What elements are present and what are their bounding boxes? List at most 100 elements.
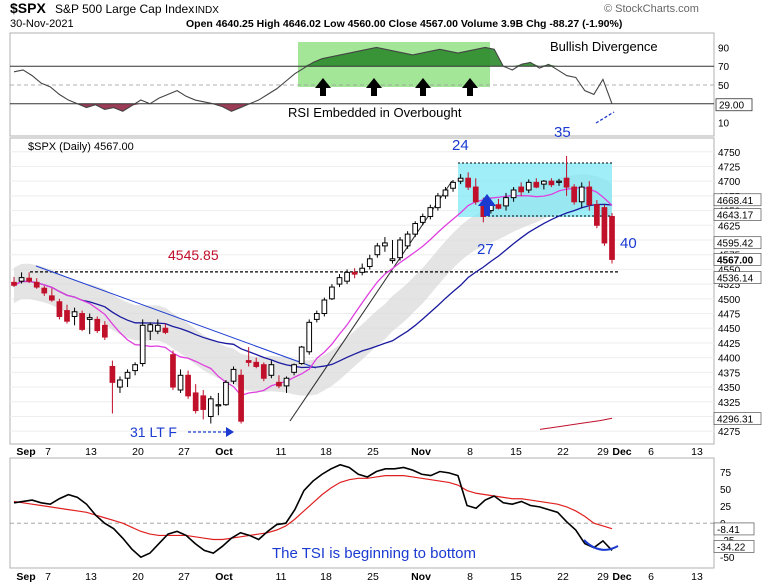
candle-body [260,364,267,379]
candle-body [230,368,237,382]
tsi-last-value-box [713,540,755,553]
tsi-axis: 7550250-25-50-8.41-34.22 [713,468,755,564]
candle-body [117,379,123,388]
ma-band [14,174,612,396]
candle-body [185,374,191,397]
symbol-label: $SPX [10,0,46,16]
tsi-line [13,463,613,559]
tsi-tick-label: 25 [720,502,732,513]
stockcharts-watermark: © StockCharts.com [604,3,699,15]
rsi-tick-label: 50 [718,81,730,92]
tsi-marks [10,463,714,559]
price-label-box [713,253,762,266]
candle-body [465,177,472,188]
candle-body [215,404,222,407]
price-label-box [713,412,762,425]
price-legend: $SPX (Daily) 4567.00 [28,141,134,153]
date-tick-label: Oct [215,571,233,583]
annotation-31: 31 LT F [130,424,177,440]
arrow-up-icon [478,194,496,216]
candle-body [412,223,419,235]
candle-body [503,197,509,207]
date-tick-label: 8 [467,571,473,583]
tsi-tick-label: 50 [720,485,732,496]
candle-body [427,207,434,217]
price-label-text: 4536.14 [717,274,754,285]
rsi-panel: Bullish Divergence RSI Embedded in Overb… [9,32,753,137]
candle-body [71,311,78,317]
rsi-overbought-fill [14,47,612,67]
candle-body [18,277,25,282]
date-label: 30-Nov-2021 [10,18,74,30]
candle-body [306,321,313,353]
date-tick-label: 22 [557,446,569,458]
candle-body [389,258,396,262]
candle-body [571,186,577,203]
annotation-24: 24 [452,137,469,154]
annotation-40: 40 [620,235,637,252]
candle-body [435,195,441,209]
rsi-last-value-box [715,98,753,112]
annotation-bullish-divergence: Bullish Divergence [550,39,658,54]
price-label-text: 4643.17 [717,211,754,222]
price-label-text: 4595.42 [717,239,754,250]
candle-body [321,299,328,315]
candle-body [124,371,131,379]
candle-body [556,180,562,183]
rsi-tick-label: 70 [718,62,730,73]
date-tick-label: Oct [215,446,233,458]
date-tick-label: Dec [612,446,631,458]
arrow-up-icon [462,78,478,96]
price-label-box [713,236,762,250]
arrow-up-icon [366,78,382,96]
rsi-line [13,46,613,112]
date-tick-label: 29 [597,571,609,583]
trendline-down [35,265,317,369]
candle-body [56,301,63,317]
rsi-axis: 907050301029.00 [715,43,753,130]
date-tick-label: 22 [557,571,569,583]
candle-body [147,324,154,332]
ma-slow-line [13,203,613,369]
price-tick-label: 4525 [718,280,741,291]
candle-body [457,177,464,182]
price-tick-label: 4475 [718,310,741,321]
candle-body [351,271,358,275]
price-tick-label: 4725 [718,162,741,173]
tsi-frame [9,457,715,569]
candle-body [594,204,600,226]
date-tick-label: 7 [45,446,51,458]
candle-body [329,286,335,300]
date-tick-label: 18 [320,446,332,458]
date-tick-label: 25 [367,446,379,458]
candle-body [298,346,305,365]
candle-body [472,186,479,203]
date-tick-label: 6 [648,571,654,583]
annotation-31-arrowhead [226,427,234,437]
tsi-tick-label: 75 [720,468,732,479]
candle-body [313,313,320,320]
annotation-35: 35 [554,124,571,141]
candle-body [450,181,456,189]
price-tick-label: 4375 [718,368,741,379]
candle-body [518,186,525,193]
candle-body [268,364,275,376]
candle-body [382,242,388,247]
date-axis-bottom: Sep 7 13 20 27 Oct 11 18 25 Nov 8 15 22 29 Dec 6 13 [16,571,703,583]
date-axis-top: Sep 7 13 20 27 Oct 11 18 25 Nov 8 15 22 29 Dec 6 13 [16,446,703,458]
tsi-signal-line [13,475,613,541]
candle-body [404,233,411,247]
candle-body [139,324,146,365]
candle-body [366,258,373,267]
annotation-rsi-embedded: RSI Embedded in Overbought [288,105,462,120]
price-tick-label: 4400 [718,354,741,365]
annotation-27: 27 [477,241,494,258]
level-label: 4545.85 [168,247,219,263]
candle-body [11,281,17,286]
index-name: S&P 500 Large Cap Index [55,2,194,16]
candle-body [374,245,381,256]
date-tick-label: 13 [691,571,703,583]
price-label-box [713,193,762,207]
candle-body [609,215,615,260]
